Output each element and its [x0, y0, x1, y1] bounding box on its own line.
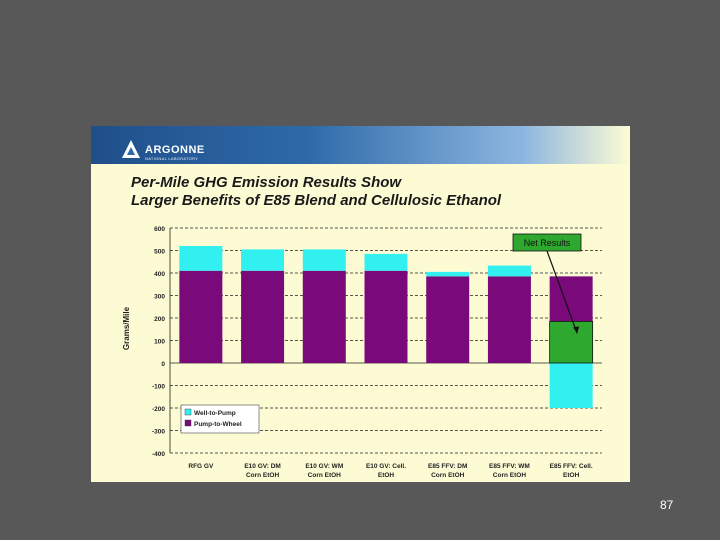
bar-pump-to-wheel	[364, 270, 408, 363]
x-tick-label: Corn EtOH	[246, 472, 280, 479]
bar-well-to-pump	[487, 265, 531, 277]
y-tick-label: 600	[154, 226, 165, 233]
bar-pump-to-wheel	[302, 270, 346, 363]
x-tick-label: E85 FFV: DM	[428, 463, 467, 470]
y-tick-label: 300	[154, 294, 165, 301]
bar-well-to-pump	[241, 249, 285, 271]
x-tick-label: E85 FFV: WM	[489, 463, 530, 470]
legend-swatch	[184, 408, 192, 416]
y-tick-label: 400	[154, 271, 165, 278]
logo-subtitle: NATIONAL LABORATORY	[145, 156, 199, 161]
header-banner: ARGONNE NATIONAL LABORATORY	[91, 126, 630, 164]
y-tick-label: 500	[154, 249, 165, 256]
legend-label: Pump-to-Wheel	[194, 421, 242, 428]
x-tick-label: EtOH	[378, 472, 395, 479]
bar-well-to-pump	[364, 253, 408, 271]
x-tick-label: RFG GV	[188, 463, 214, 470]
ghg-chart: 600 500 400 300 200 100 0 -100 -200 -300 -400 Grams…	[122, 226, 602, 479]
bar-well-to-pump	[549, 363, 593, 408]
x-tick-label: E85 FFV: Cell.	[550, 463, 593, 470]
bar-pump-to-wheel	[426, 276, 470, 363]
net-results-label: Net Results	[524, 238, 571, 248]
legend-label: Well-to-Pump	[194, 410, 236, 417]
slide-title-line-1: Per-Mile GHG Emission Results Show	[131, 174, 402, 191]
legend-box	[180, 404, 260, 434]
y-axis-label: Grams/Mile	[122, 306, 131, 350]
bar-pump-to-wheel	[241, 270, 285, 363]
x-tick-label: E10 GV: WM	[305, 463, 343, 470]
slide-title-line-2: Larger Benefits of E85 Blend and Cellulo…	[131, 192, 502, 209]
net-results-arrowhead	[573, 326, 580, 334]
bar-pump-to-wheel	[179, 270, 223, 363]
bar-pump-to-wheel	[487, 276, 531, 363]
y-tick-label: -100	[152, 384, 165, 391]
page-number: 87	[660, 498, 674, 512]
x-tick-label: E10 GV: DM	[244, 463, 280, 470]
y-tick-label: 100	[154, 339, 165, 346]
net-results-arrow	[546, 250, 578, 334]
y-tick-label: 200	[154, 316, 165, 323]
y-tick-label: -400	[152, 451, 165, 458]
x-tick-label: Corn EtOH	[431, 472, 465, 479]
x-tick-label: E10 GV: Cell.	[366, 463, 406, 470]
argonne-logo-icon	[122, 140, 140, 158]
bar-well-to-pump	[426, 271, 470, 277]
x-tick-label: EtOH	[563, 472, 580, 479]
y-tick-label: -200	[152, 406, 165, 413]
bar-well-to-pump	[302, 249, 346, 271]
slide: ARGONNE NATIONAL LABORATORY Per-Mile GHG…	[91, 126, 630, 482]
bar-net-result	[549, 320, 594, 364]
bar-well-to-pump	[179, 246, 223, 271]
logo-name: ARGONNE	[145, 144, 205, 156]
x-tick-label: Corn EtOH	[308, 472, 342, 479]
y-tick-label: 0	[161, 361, 165, 368]
y-tick-label: -300	[152, 429, 165, 436]
legend-swatch	[184, 419, 192, 427]
x-tick-label: Corn EtOH	[493, 472, 527, 479]
